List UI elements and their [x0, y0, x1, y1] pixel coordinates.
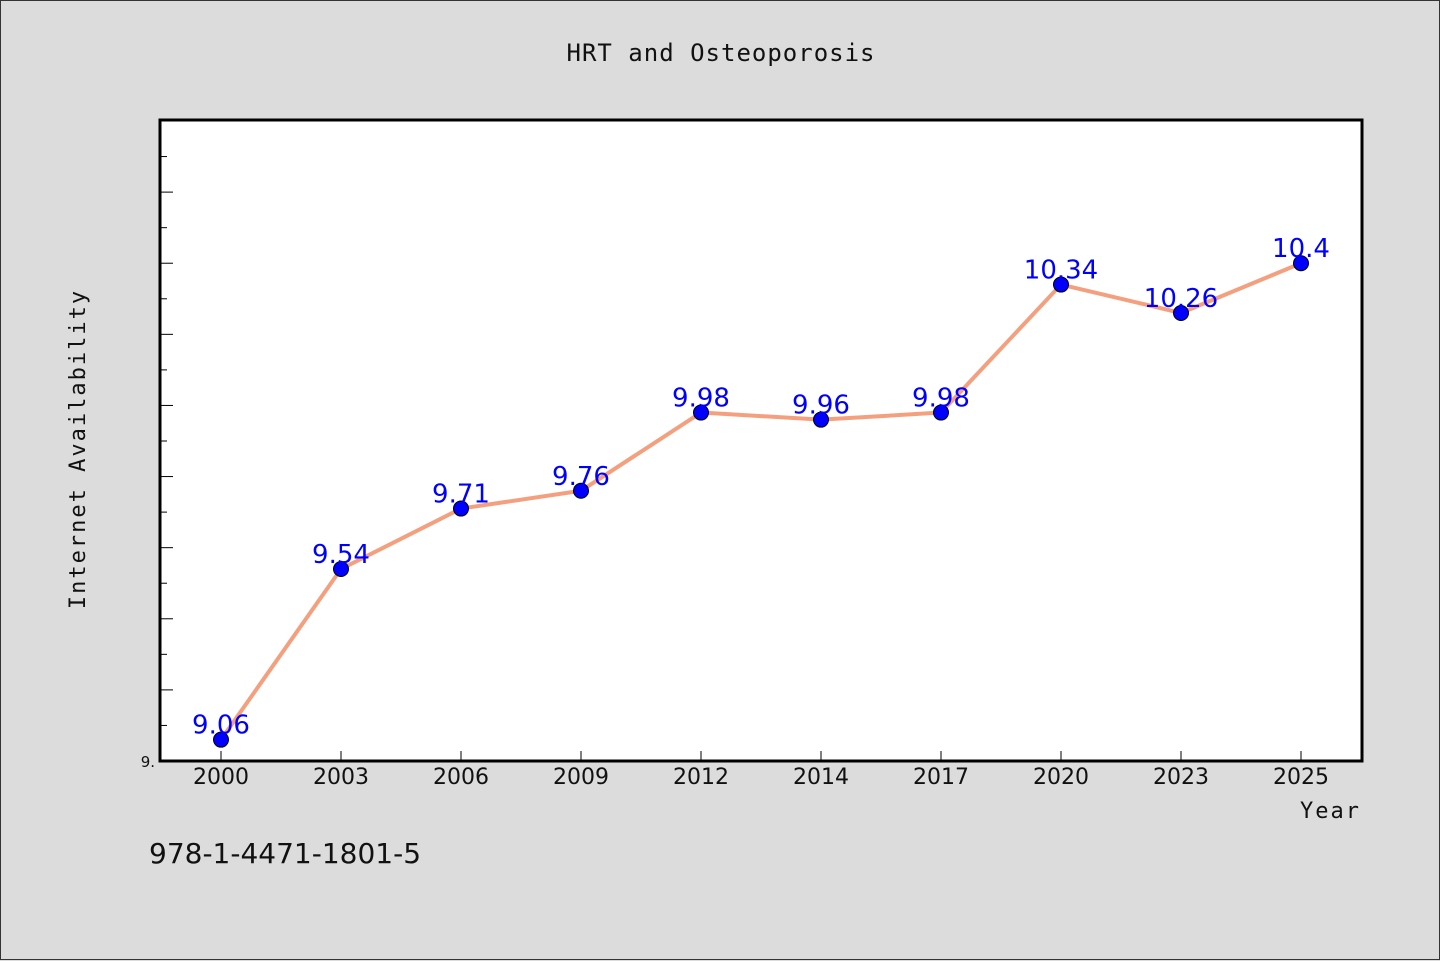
data-point-marker — [693, 404, 709, 421]
data-point-marker — [213, 731, 229, 748]
data-label: 9.71 — [432, 480, 490, 510]
series-layer — [219, 261, 1303, 742]
data-label: 10.34 — [1024, 256, 1098, 286]
data-point-marker — [813, 411, 829, 428]
marker-layer — [213, 255, 1309, 748]
data-point-marker — [333, 561, 349, 577]
x-tick-label: 2014 — [793, 765, 849, 790]
data-point-marker — [573, 482, 589, 499]
chart-title: HRT and Osteoporosis — [567, 39, 876, 67]
y-tick-label: 9. — [141, 753, 155, 771]
x-axis-label: Year — [1300, 799, 1361, 824]
series-line — [219, 261, 1303, 742]
data-point-marker — [453, 500, 469, 517]
data-point-marker — [933, 404, 949, 421]
x-tick-label: 2006 — [433, 765, 489, 790]
x-tick-label: 2023 — [1153, 765, 1209, 790]
x-tick-label: 2017 — [913, 765, 969, 790]
data-label-layer: 9.06 9.54 9.71 9.76 9.98 9.96 9.98 10.34 10.26 10… — [192, 234, 1330, 740]
data-label: 9.06 — [192, 711, 250, 741]
x-tick-label: 2003 — [313, 765, 369, 790]
x-tick-label: 2000 — [193, 765, 249, 790]
x-tick-label: 2025 — [1273, 765, 1329, 790]
data-label: 9.76 — [552, 462, 610, 492]
data-point-marker — [1173, 305, 1189, 321]
y-axis-ticks — [161, 156, 173, 726]
x-tick-label: 2020 — [1033, 765, 1089, 790]
data-label: 9.98 — [672, 384, 730, 414]
plot-area — [158, 118, 1364, 763]
isbn-text: 978-1-4471-1801-5 — [149, 837, 421, 870]
x-tick-label: 2012 — [673, 765, 729, 790]
y-axis-label: Internet Availability — [66, 289, 91, 609]
data-label: 10.26 — [1144, 284, 1218, 314]
data-label: 10.4 — [1272, 234, 1330, 264]
data-label: 9.54 — [312, 540, 370, 570]
data-label: 9.96 — [792, 391, 850, 421]
x-tick-label: 2009 — [553, 765, 609, 790]
data-point-marker — [1293, 255, 1309, 272]
data-label: 9.98 — [912, 384, 970, 414]
data-point-marker — [1053, 276, 1069, 293]
x-axis-ticks: 2000 2003 2006 2009 2012 2014 2017 2020 2023 2025 — [193, 751, 1329, 790]
